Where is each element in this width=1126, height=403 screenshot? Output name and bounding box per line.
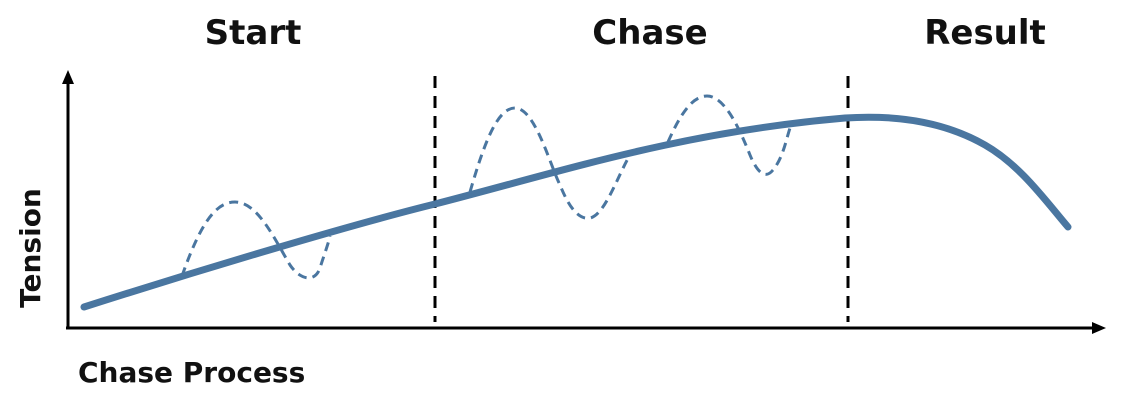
tension-curve	[80, 113, 1072, 311]
phase-label-start: Start	[205, 13, 302, 53]
fluctuation-dashed-chase-2	[666, 94, 792, 176]
fluctuation-dashed-chase-1	[468, 106, 632, 220]
y-axis-arrowhead	[62, 70, 74, 84]
x-axis-label: Chase Process	[78, 356, 305, 389]
x-axis-arrowhead	[1092, 322, 1106, 334]
y-axis-label: Tension	[14, 188, 47, 308]
phase-label-result: Result	[924, 13, 1046, 53]
phase-label-chase: Chase	[592, 13, 707, 53]
fluctuation-dashed-start	[180, 200, 332, 280]
axes	[62, 70, 1106, 334]
